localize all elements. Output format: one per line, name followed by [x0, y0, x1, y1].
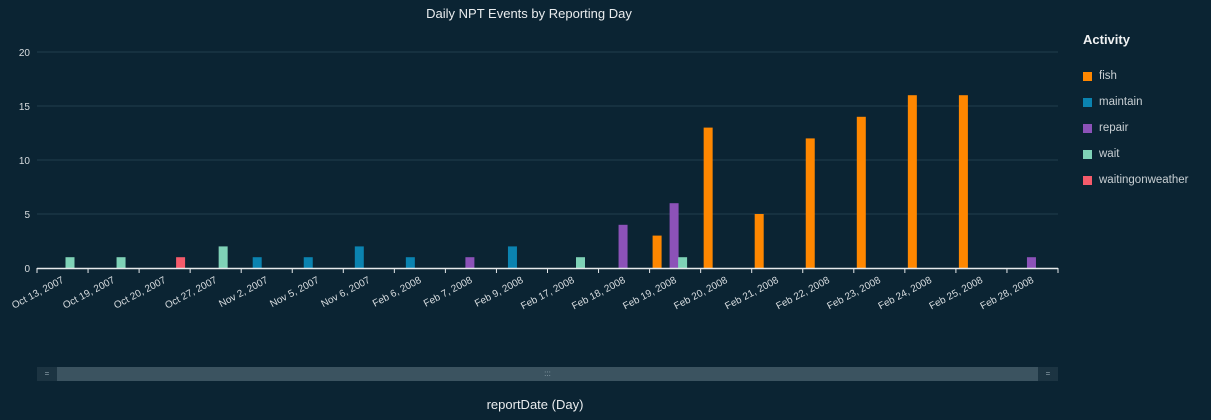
legend-label: waitingonweather — [1099, 174, 1189, 186]
x-tick-label: Nov 6, 2007 — [319, 275, 372, 310]
legend-swatch — [1083, 97, 1092, 107]
x-tick-label: Oct 27, 2007 — [163, 275, 219, 312]
x-tick-label: Feb 23, 2008 — [826, 275, 884, 313]
legend-item-wait[interactable]: wait — [1083, 141, 1189, 167]
x-tick-label: Oct 13, 2007 — [10, 275, 66, 312]
legend-label: repair — [1099, 122, 1129, 134]
y-tick-label: 0 — [24, 264, 30, 275]
bar-maintain — [507, 246, 517, 268]
x-tick-label: Oct 20, 2007 — [112, 275, 168, 312]
bar-fish — [703, 127, 713, 268]
x-tick-label: Feb 17, 2008 — [519, 275, 577, 313]
x-tick-label: Feb 18, 2008 — [570, 275, 628, 313]
x-axis-label: reportDate (Day) — [486, 397, 584, 412]
legend-item-waitingonweather[interactable]: waitingonweather — [1083, 167, 1189, 193]
bar-fish — [754, 214, 764, 268]
legend-swatch — [1083, 123, 1092, 133]
x-tick-label: Feb 6, 2008 — [371, 275, 424, 310]
scrollbar-right-handle[interactable]: = — [1045, 369, 1051, 378]
bar-maintain — [252, 257, 262, 268]
legend-item-fish[interactable]: fish — [1083, 63, 1189, 89]
bar-wait — [218, 246, 228, 268]
bar-maintain — [354, 246, 364, 268]
bar-maintain — [405, 257, 415, 268]
x-tick-label: Feb 22, 2008 — [774, 275, 832, 313]
legend-item-maintain[interactable]: maintain — [1083, 89, 1189, 115]
bar-repair — [669, 203, 679, 268]
x-tick-label: Feb 20, 2008 — [672, 275, 730, 313]
legend-label: wait — [1099, 148, 1120, 160]
x-tick-label: Feb 9, 2008 — [473, 275, 526, 310]
bar-maintain — [303, 257, 313, 268]
legend-title: Activity — [1083, 32, 1130, 47]
legend-swatch — [1083, 149, 1092, 159]
bar-fish — [805, 138, 815, 268]
bar-wait — [65, 257, 75, 268]
legend: Activity fish maintain repair wait waitingon… — [1083, 32, 1189, 193]
x-tick-label: Nov 2, 2007 — [217, 275, 270, 310]
x-tick-label: Feb 25, 2008 — [928, 275, 986, 313]
chart-title: Daily NPT Events by Reporting Day — [426, 6, 632, 21]
x-tick-label: Feb 24, 2008 — [877, 275, 935, 313]
bar-waitingonweather — [176, 257, 186, 268]
y-tick-label: 10 — [19, 156, 31, 167]
bar-fish — [958, 95, 968, 268]
bar-repair — [1026, 257, 1036, 268]
x-tick-label: Nov 5, 2007 — [268, 275, 321, 310]
legend-swatch — [1083, 175, 1092, 185]
x-tick-label: Feb 19, 2008 — [621, 275, 679, 313]
legend-label: maintain — [1099, 96, 1143, 108]
legend-item-repair[interactable]: repair — [1083, 115, 1189, 141]
y-tick-label: 5 — [24, 210, 30, 221]
x-tick-label: Feb 28, 2008 — [979, 275, 1037, 313]
x-tick-label: Oct 19, 2007 — [61, 275, 117, 312]
bar-fish — [856, 116, 866, 268]
y-tick-label: 15 — [19, 102, 31, 113]
bar-wait — [678, 257, 688, 268]
x-tick-label: Feb 7, 2008 — [422, 275, 475, 310]
horizontal-scrollbar[interactable]: = ::: = — [37, 367, 1058, 381]
legend-label: fish — [1099, 70, 1117, 82]
scrollbar-left-handle[interactable]: = — [44, 369, 50, 378]
legend-swatch — [1083, 71, 1092, 81]
x-tick-label: Feb 21, 2008 — [723, 275, 781, 313]
bar-fish — [652, 235, 662, 268]
bar-repair — [465, 257, 475, 268]
bar-wait — [116, 257, 126, 268]
bar-repair — [618, 224, 628, 268]
bar-wait — [576, 257, 585, 268]
scrollbar-thumb[interactable]: ::: — [57, 367, 1038, 381]
y-tick-label: 20 — [19, 48, 31, 59]
bar-fish — [907, 95, 917, 268]
